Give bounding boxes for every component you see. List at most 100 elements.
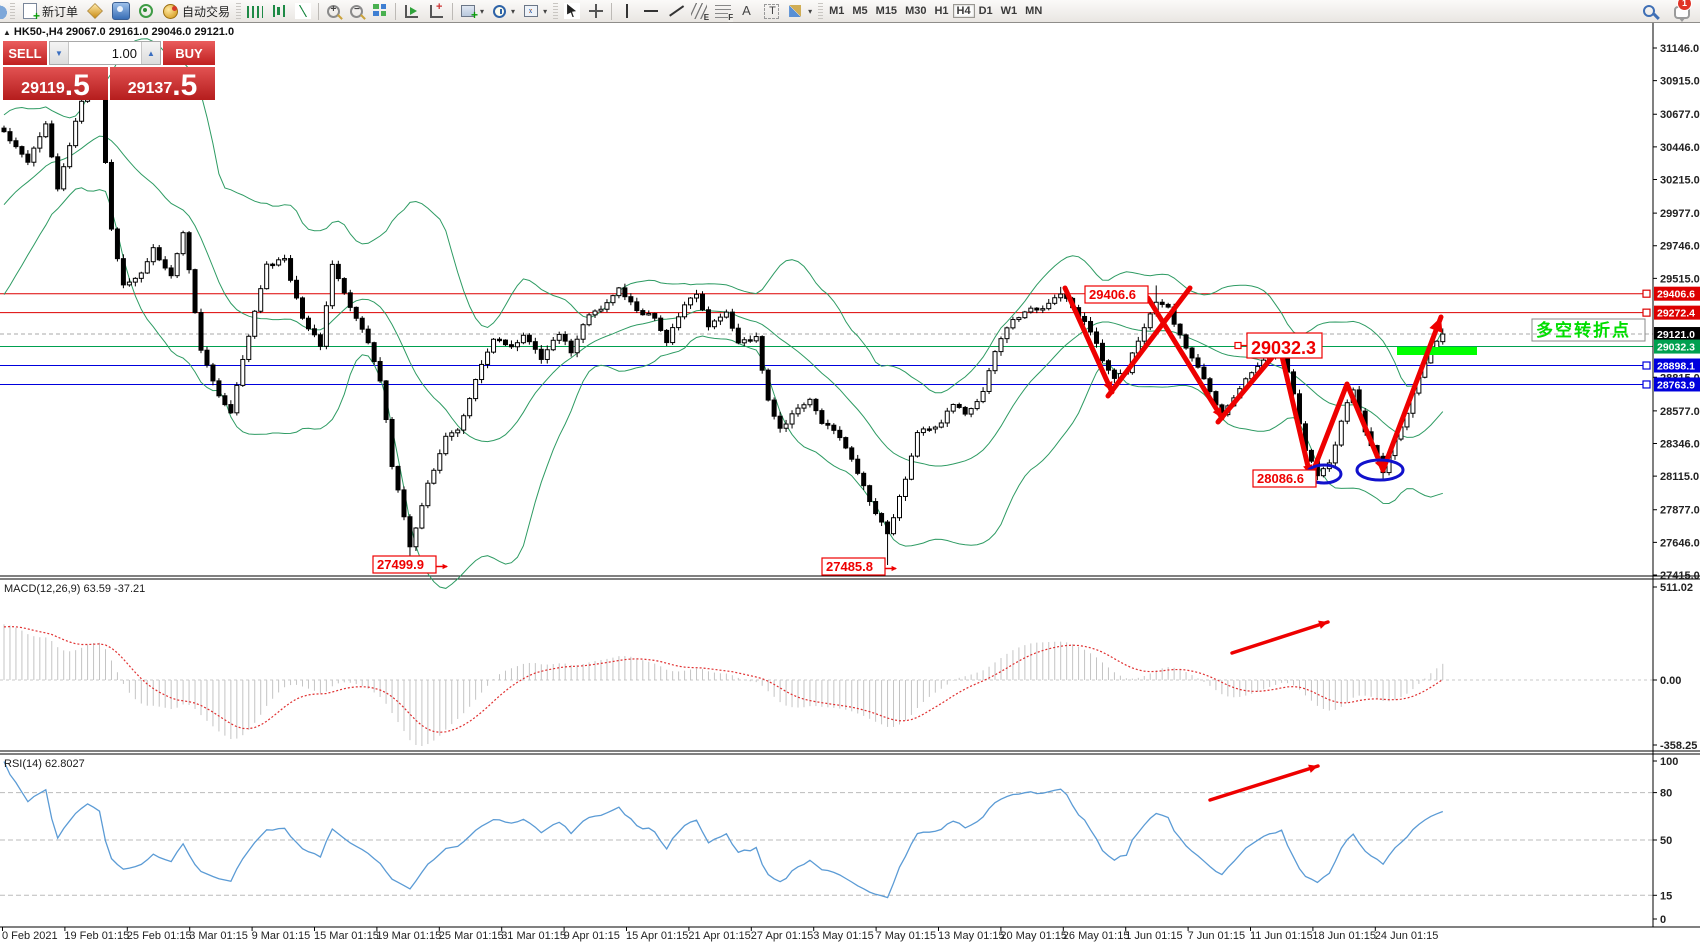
toolbar-grip[interactable]	[553, 3, 559, 19]
axis-label: 30915.0	[1660, 76, 1700, 88]
arrowhead	[1212, 407, 1222, 418]
clipped-icon	[0, 3, 8, 19]
timeframe-button-d1[interactable]: D1	[978, 4, 993, 17]
trendline-tool[interactable]	[663, 1, 687, 21]
channel-tool[interactable]	[687, 1, 711, 22]
bollinger-band[interactable]	[3, 187, 1443, 589]
time-axis-label: 1 Jun 01:15	[1125, 930, 1183, 942]
one-click-trade-panel: SELL ▼ ▲ BUY 29119.5 29137.5	[3, 41, 215, 101]
callout-text: 28086.6	[1257, 471, 1304, 486]
candle	[180, 232, 186, 255]
rsi-trend-arrow[interactable]	[1208, 764, 1320, 802]
tile-windows-icon	[372, 3, 389, 19]
zoom-in-button[interactable]	[322, 1, 345, 21]
time-axis-label: 7 Jun 01:15	[1188, 930, 1246, 942]
buy-price[interactable]: 29137.5	[110, 67, 215, 101]
sell-button[interactable]: SELL	[3, 41, 47, 65]
signals-button[interactable]	[134, 1, 158, 21]
arrowhead	[1429, 317, 1443, 333]
crosshair-tool-button[interactable]	[584, 1, 608, 21]
timeframe-button-h4[interactable]: H4	[952, 3, 975, 18]
support-highlight-bar[interactable]	[1397, 347, 1477, 355]
periods-button[interactable]: ▾	[488, 1, 519, 21]
vertical-line-tool[interactable]	[615, 1, 639, 21]
tile-windows-button[interactable]	[368, 1, 392, 21]
line-chart-button[interactable]	[291, 1, 315, 21]
double-bottom-ellipse[interactable]	[1355, 458, 1405, 482]
fibonacci-tool[interactable]	[711, 1, 735, 22]
chart-shift-button[interactable]	[424, 1, 449, 21]
candle	[879, 513, 885, 523]
line-anchor-square[interactable]	[1642, 308, 1651, 317]
timeframe-button-m15[interactable]: M15	[875, 4, 898, 17]
svg-text:28763.9: 28763.9	[1657, 379, 1695, 391]
bollinger-band[interactable]	[3, 38, 1444, 394]
candle	[670, 327, 676, 344]
candle	[735, 327, 741, 344]
timeframe-button-w1[interactable]: W1	[1000, 4, 1018, 17]
price-callout[interactable]: 29406.6	[1084, 285, 1149, 304]
toolbar-grip[interactable]	[10, 3, 15, 19]
toolbar-grip[interactable]	[236, 3, 242, 19]
zoom-in-icon	[327, 4, 341, 18]
price-callout[interactable]: 27485.8	[821, 557, 897, 576]
price-callout[interactable]: 27499.9	[372, 555, 448, 574]
timeframe-button-m30[interactable]: M30	[905, 4, 927, 17]
line-anchor-square[interactable]	[1642, 380, 1651, 389]
timeframe-button-mn[interactable]: MN	[1025, 4, 1043, 17]
cursor-tool-button[interactable]	[560, 1, 584, 21]
price-callout[interactable]: 28086.6	[1252, 469, 1317, 488]
candle	[849, 447, 855, 460]
line-anchor-square[interactable]	[1642, 361, 1651, 370]
axis-label: 0	[1660, 914, 1666, 926]
macd-signal-line[interactable]	[3, 625, 1444, 733]
zoom-out-button[interactable]	[345, 1, 368, 21]
candle	[300, 297, 305, 319]
volume-decrease-button[interactable]: ▼	[50, 42, 69, 64]
timeframe-button-m1[interactable]: M1	[829, 4, 845, 17]
add-indicator-button[interactable]: ▾	[456, 1, 488, 22]
candle	[514, 342, 520, 348]
market-watch-button[interactable]	[108, 1, 134, 21]
text-label-tool[interactable]	[759, 1, 784, 21]
text-tool[interactable]	[735, 1, 759, 21]
search-button[interactable]	[1638, 1, 1660, 21]
line-anchor-square[interactable]	[1642, 289, 1651, 298]
horizontal-line-tool[interactable]	[639, 1, 663, 21]
new-order-button[interactable]: 新订单	[17, 1, 82, 23]
candle	[1338, 420, 1344, 446]
timeframe-button-h1[interactable]: H1	[934, 4, 949, 17]
macd-trend-arrow[interactable]	[1230, 620, 1330, 655]
candle	[222, 395, 228, 406]
candlestick-chart-button[interactable]	[267, 1, 291, 21]
autotrading-button[interactable]: 自动交易	[158, 1, 234, 21]
candle	[240, 358, 246, 386]
toolbar-grip[interactable]	[818, 3, 824, 19]
turning-point-note[interactable]: 多空转折点	[1531, 318, 1646, 342]
buy-button[interactable]: BUY	[163, 41, 215, 65]
auto-scroll-button[interactable]	[399, 1, 424, 21]
time-axis-label: 15 Apr 01:15	[626, 930, 688, 942]
candle	[711, 320, 717, 328]
trend-zigzag-annotation[interactable]	[1062, 285, 1444, 478]
sell-price[interactable]: 29119.5	[3, 67, 108, 101]
volume-input[interactable]	[69, 42, 141, 64]
timeframe-button-m5[interactable]: M5	[852, 4, 868, 17]
candle	[544, 349, 550, 360]
crosshair-icon	[588, 3, 604, 19]
candle	[497, 338, 503, 342]
notifications-button[interactable]: 1	[1670, 0, 1694, 22]
bollinger-band[interactable]	[3, 135, 1444, 467]
candle	[1111, 369, 1117, 379]
price-callout[interactable]: 29032.3	[1234, 332, 1323, 359]
candle	[538, 348, 544, 360]
arrows-tool[interactable]: ▾	[784, 1, 816, 21]
volume-increase-button[interactable]: ▲	[141, 42, 160, 64]
candle	[1147, 313, 1153, 329]
metaeditor-button[interactable]	[82, 1, 108, 21]
templates-button[interactable]: ▾	[519, 1, 551, 21]
bar-chart-button[interactable]	[243, 1, 267, 21]
rsi-line[interactable]	[3, 761, 1444, 899]
candle	[502, 339, 508, 346]
